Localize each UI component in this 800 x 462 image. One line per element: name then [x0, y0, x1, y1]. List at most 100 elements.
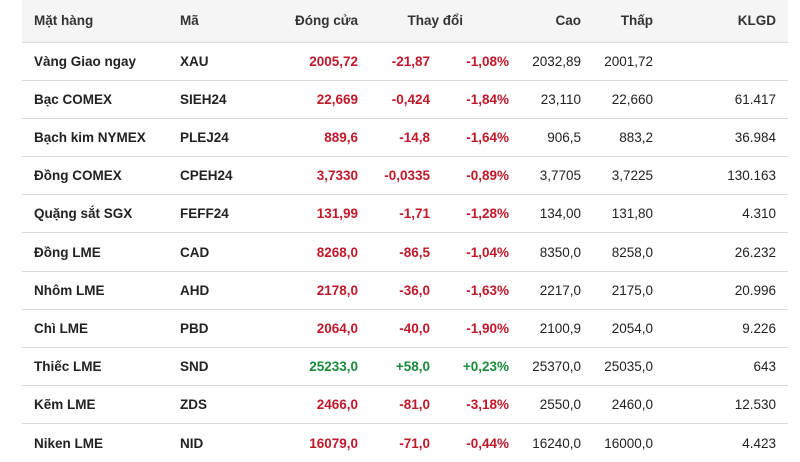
cell-low: 8258,0 — [611, 244, 654, 260]
cell-volume: 4.310 — [742, 206, 777, 222]
cell-low: 2054,0 — [611, 320, 654, 336]
table-row: Chì LME PBD 2064,0 -40,0 -1,90% 2100,9 2054,0 9… — [22, 309, 789, 347]
cell-high: 3,7705 — [539, 168, 582, 184]
cell-volume: 130.163 — [727, 168, 777, 184]
cell-close: 3,7330 — [316, 168, 358, 184]
cell-high: 134,00 — [539, 206, 582, 222]
cell-change-pct: -1,08% — [466, 53, 510, 69]
table-row: Bạch kim NYMEX PLEJ24 889,6 -14,8 -1,64% 906,… — [22, 118, 789, 156]
cell-low: 25035,0 — [604, 359, 654, 375]
cell-high: 23,110 — [540, 91, 582, 107]
cell-code: PBD — [180, 320, 209, 336]
header-volume: KLGD — [737, 13, 777, 29]
cell-code: NID — [180, 435, 204, 451]
cell-code: CPEH24 — [180, 168, 233, 184]
commodity-price-table: Mặt hàng Mã Đóng cửa Thay đổi Cao Thấp K… — [22, 0, 789, 462]
cell-low: 3,7225 — [611, 168, 654, 184]
table-body: Vàng Giao ngay XAU 2005,72 -21,87 -1,08% 2032… — [22, 42, 789, 462]
table-row: Thiếc LME SND 25233,0 +58,0 +0,23% 25370,0 250… — [22, 347, 789, 386]
header-low: Thấp — [620, 13, 654, 29]
cell-low: 131,80 — [611, 206, 654, 222]
cell-change-pct: -1,04% — [466, 244, 510, 260]
cell-low: 22,660 — [611, 91, 654, 107]
table-row: Nhôm LME AHD 2178,0 -36,0 -1,63% 2217,0 2175,0… — [22, 271, 789, 309]
table-row: Niken LME NID 16079,0 -71,0 -0,44% 16240,0 160… — [22, 423, 789, 462]
commodity-price-table-container: Mặt hàng Mã Đóng cửa Thay đổi Cao Thấp K… — [22, 0, 789, 462]
cell-item: Bạc COMEX — [34, 91, 113, 107]
cell-change-pct: -1,84% — [466, 91, 510, 107]
cell-change-pct: +0,23% — [462, 359, 510, 375]
table-header: Mặt hàng Mã Đóng cửa Thay đổi Cao Thấp K… — [22, 0, 789, 42]
cell-change-pct: -0,44% — [466, 435, 510, 451]
cell-close: 131,99 — [316, 206, 358, 222]
cell-volume: 26.232 — [734, 244, 777, 260]
table-row: Bạc COMEX SIEH24 22,669 -0,424 -1,84% 23,110 2… — [22, 80, 789, 118]
cell-code: AHD — [180, 282, 210, 298]
cell-change: -71,0 — [399, 435, 430, 451]
table-row: Đồng LME CAD 8268,0 -86,5 -1,04% 8350,0 8258,0… — [22, 232, 789, 271]
cell-change: -81,0 — [399, 397, 430, 413]
cell-item: Quặng sắt SGX — [34, 206, 133, 222]
cell-low: 2460,0 — [611, 397, 654, 413]
cell-item: Niken LME — [34, 435, 104, 451]
cell-volume: 36.984 — [734, 129, 777, 145]
cell-item: Bạch kim NYMEX — [34, 129, 146, 145]
cell-volume — [653, 42, 788, 80]
cell-close: 8268,0 — [316, 244, 358, 260]
table-row: Quặng sắt SGX FEFF24 131,99 -1,71 -1,28% 134,… — [22, 194, 789, 233]
header-high: Cao — [555, 13, 582, 29]
cell-change: +58,0 — [395, 359, 430, 375]
cell-low: 2001,72 — [604, 53, 654, 69]
cell-volume: 61.417 — [734, 91, 777, 107]
cell-high: 2217,0 — [539, 282, 582, 298]
cell-close: 889,6 — [324, 129, 358, 145]
cell-item: Đồng LME — [34, 244, 101, 260]
header-code: Mã — [180, 13, 199, 29]
cell-volume: 9.226 — [742, 320, 777, 336]
header-row: Mặt hàng Mã Đóng cửa Thay đổi Cao Thấp K… — [22, 0, 789, 42]
cell-change: -40,0 — [399, 320, 430, 336]
cell-item: Nhôm LME — [34, 282, 105, 298]
table-row: Vàng Giao ngay XAU 2005,72 -21,87 -1,08% 2032… — [22, 42, 789, 80]
cell-close: 2064,0 — [316, 320, 358, 336]
header-close: Đóng cửa — [294, 13, 358, 29]
cell-high: 8350,0 — [539, 244, 582, 260]
cell-item: Kẽm LME — [34, 397, 96, 413]
cell-low: 883,2 — [619, 129, 654, 145]
cell-code: ZDS — [180, 397, 207, 413]
cell-change: -86,5 — [399, 244, 430, 260]
cell-change: -0,424 — [391, 91, 430, 107]
cell-close: 2466,0 — [316, 397, 358, 413]
cell-item: Chì LME — [34, 320, 88, 336]
cell-code: SIEH24 — [180, 91, 227, 107]
cell-volume: 12.530 — [734, 397, 777, 413]
cell-code: XAU — [180, 53, 209, 69]
cell-code: CAD — [180, 244, 210, 260]
cell-close: 25233,0 — [309, 359, 358, 375]
header-item: Mặt hàng — [34, 13, 94, 29]
cell-volume: 20.996 — [734, 282, 777, 298]
cell-change: -1,71 — [399, 206, 430, 222]
header-change: Thay đổi — [407, 13, 464, 29]
table-row: Kẽm LME ZDS 2466,0 -81,0 -3,18% 2550,0 2460,0 1… — [22, 385, 789, 424]
cell-volume: 4.423 — [742, 435, 777, 451]
cell-high: 2550,0 — [539, 397, 582, 413]
cell-item: Đồng COMEX — [34, 168, 122, 184]
cell-high: 2100,9 — [539, 320, 582, 336]
cell-close: 2178,0 — [316, 282, 358, 298]
cell-high: 16240,0 — [532, 435, 582, 451]
cell-change: -21,87 — [391, 53, 430, 69]
cell-code: FEFF24 — [180, 206, 229, 222]
cell-item: Thiếc LME — [34, 359, 102, 375]
cell-low: 2175,0 — [611, 282, 654, 298]
cell-close: 22,669 — [316, 91, 358, 107]
cell-low: 16000,0 — [604, 435, 654, 451]
cell-change-pct: -1,63% — [466, 282, 510, 298]
table-row: Đồng COMEX CPEH24 3,7330 -0,0335 -0,89% 3,770… — [22, 156, 789, 195]
cell-close: 16079,0 — [309, 435, 358, 451]
cell-code: PLEJ24 — [180, 129, 229, 145]
cell-high: 25370,0 — [532, 359, 582, 375]
cell-change: -36,0 — [399, 282, 430, 298]
cell-change-pct: -1,28% — [466, 206, 510, 222]
cell-change-pct: -3,18% — [466, 397, 510, 413]
